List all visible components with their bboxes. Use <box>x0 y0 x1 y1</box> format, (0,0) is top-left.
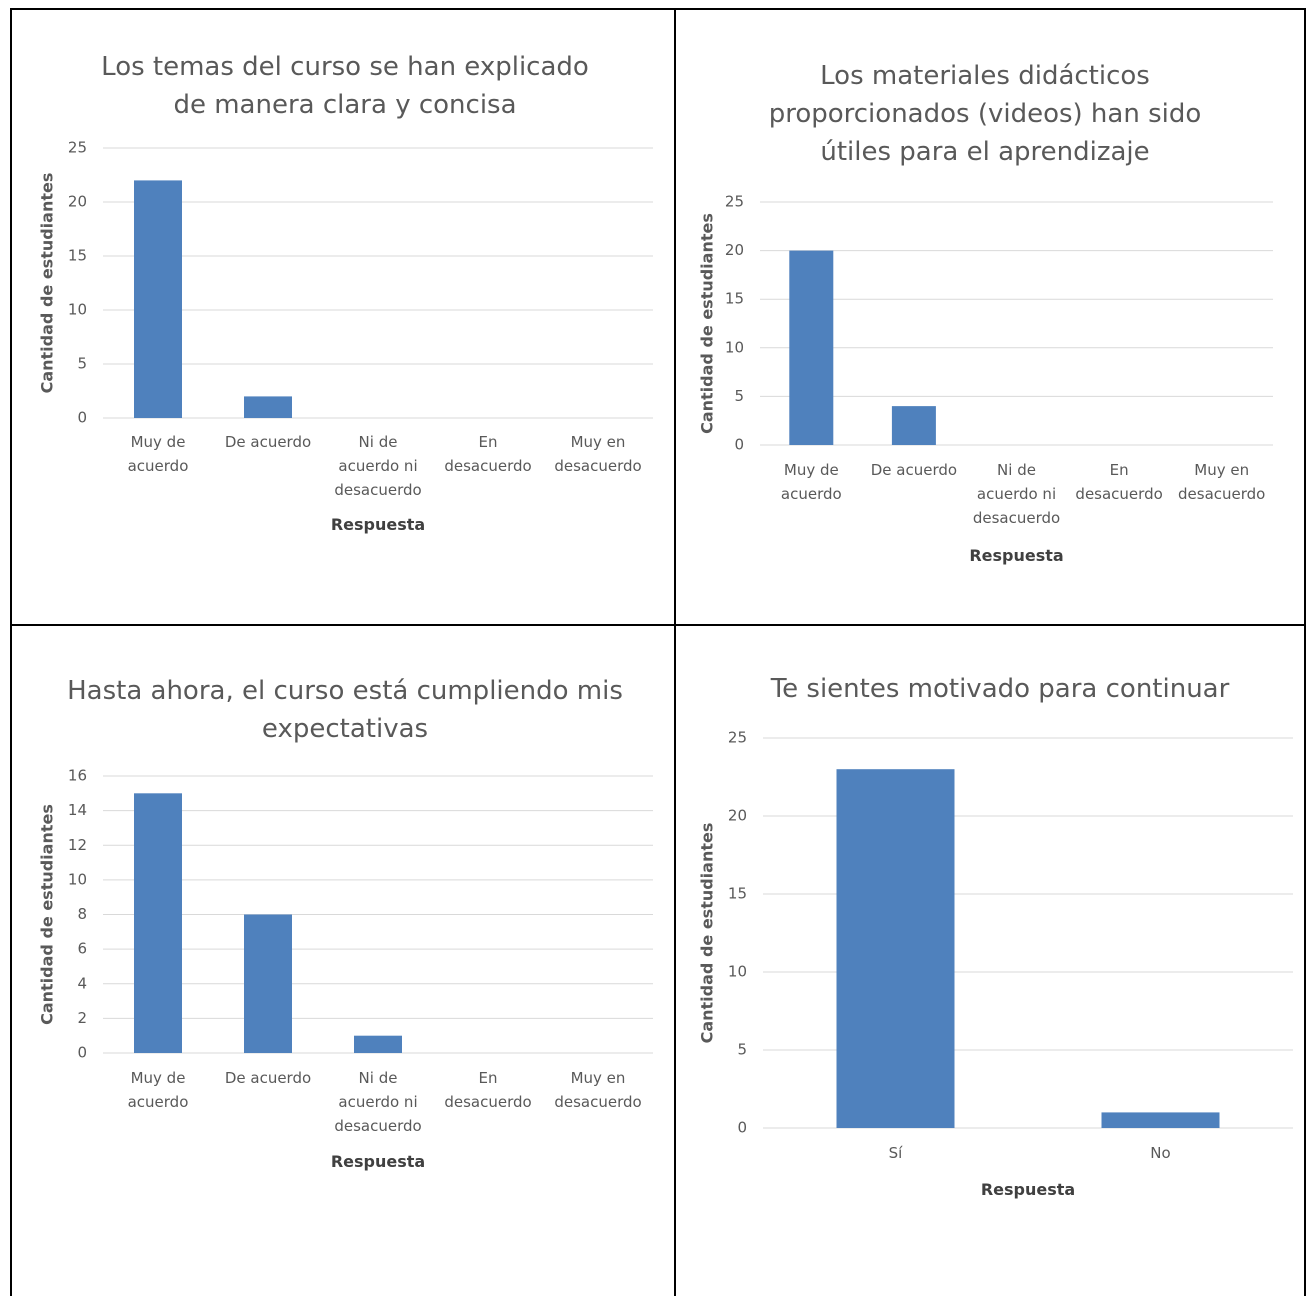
y-tick-label: 25 <box>728 729 747 747</box>
y-tick-label: 0 <box>737 1119 747 1137</box>
y-tick-label: 15 <box>725 290 744 308</box>
y-tick-label: 20 <box>725 241 744 259</box>
y-tick-label: 5 <box>77 355 87 373</box>
y-tick-label: 6 <box>77 940 87 958</box>
x-tick-label: Muy en desacuerdo <box>554 433 642 475</box>
y-tick-label: 15 <box>728 885 747 903</box>
y-tick-label: 0 <box>77 1044 87 1062</box>
y-tick-label: 5 <box>737 1041 747 1059</box>
table-border <box>10 8 1306 10</box>
table-border <box>10 8 12 1296</box>
bar <box>1101 1112 1220 1128</box>
table-border <box>10 624 1306 626</box>
y-tick-label: 12 <box>68 836 87 854</box>
x-tick-label: De acuerdo <box>224 433 312 451</box>
x-axis-title: Respuesta <box>969 546 1064 565</box>
bar <box>134 180 182 418</box>
y-tick-label: 0 <box>734 436 744 454</box>
chart-title: Los temas del curso se han explicado de … <box>101 52 589 120</box>
x-axis-title: Respuesta <box>330 515 426 534</box>
y-tick-label: 2 <box>77 1009 87 1027</box>
x-tick-label: Sí <box>888 1144 903 1162</box>
y-tick-label: 25 <box>68 139 87 157</box>
y-tick-label: 10 <box>68 301 87 319</box>
x-tick-label: Ni de acuerdo ni desacuerdo <box>334 433 422 499</box>
x-tick-label: En desacuerdo <box>444 1069 532 1111</box>
y-tick-label: 20 <box>728 807 747 825</box>
x-tick-label: Ni de acuerdo ni desacuerdo <box>334 1069 422 1135</box>
y-tick-label: 10 <box>68 870 87 888</box>
x-axis-title: Respuesta <box>330 1152 426 1171</box>
x-tick-label: Muy de acuerdo <box>127 1069 189 1111</box>
bar <box>891 406 936 445</box>
y-axis-title: Cantidad de estudiantes <box>698 213 717 434</box>
y-axis-title: Cantidad de estudiantes <box>38 804 57 1025</box>
chart-title: Los materiales didácticos proporcionados… <box>768 61 1202 167</box>
table-border <box>1304 8 1306 1296</box>
y-tick-label: 5 <box>734 387 744 405</box>
chart-title: Te sientes motivado para continuar <box>770 674 1230 704</box>
y-axis-title: Cantidad de estudiantes <box>38 173 57 394</box>
x-tick-label: Muy en desacuerdo <box>1178 461 1266 503</box>
x-tick-label: Muy de acuerdo <box>127 433 189 475</box>
bar <box>244 396 292 418</box>
y-axis-title: Cantidad de estudiantes <box>698 823 717 1044</box>
x-axis-title: Respuesta <box>980 1180 1076 1199</box>
bar <box>244 914 292 1053</box>
y-tick-label: 14 <box>68 801 87 819</box>
bar <box>836 769 955 1128</box>
x-tick-label: En desacuerdo <box>1075 461 1163 503</box>
y-tick-label: 20 <box>68 193 87 211</box>
bar <box>354 1035 402 1053</box>
y-tick-label: 25 <box>725 193 744 211</box>
chart-title: Hasta ahora, el curso está cumpliendo mi… <box>67 676 623 744</box>
bar <box>789 250 834 445</box>
x-tick-label: De acuerdo <box>870 461 958 479</box>
y-tick-label: 10 <box>725 338 744 356</box>
x-tick-label: Muy en desacuerdo <box>554 1069 642 1111</box>
y-tick-label: 4 <box>77 974 87 992</box>
bar <box>134 793 182 1053</box>
x-tick-label: En desacuerdo <box>444 433 532 475</box>
x-tick-label: Muy de acuerdo <box>780 461 842 503</box>
y-tick-label: 0 <box>77 409 87 427</box>
y-tick-label: 8 <box>77 905 87 923</box>
table-border <box>674 8 676 1296</box>
x-tick-label: No <box>1150 1144 1171 1162</box>
x-tick-label: Ni de acuerdo ni desacuerdo <box>972 461 1061 527</box>
y-tick-label: 10 <box>728 963 747 981</box>
x-tick-label: De acuerdo <box>224 1069 312 1087</box>
y-tick-label: 15 <box>68 247 87 265</box>
y-tick-label: 16 <box>68 767 87 785</box>
